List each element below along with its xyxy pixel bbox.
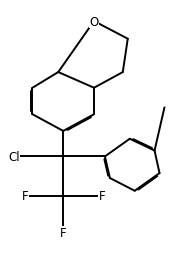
Text: O: O bbox=[89, 15, 99, 28]
Text: F: F bbox=[21, 189, 28, 202]
Text: Cl: Cl bbox=[8, 150, 20, 163]
Text: F: F bbox=[60, 226, 67, 239]
Text: F: F bbox=[98, 189, 105, 202]
